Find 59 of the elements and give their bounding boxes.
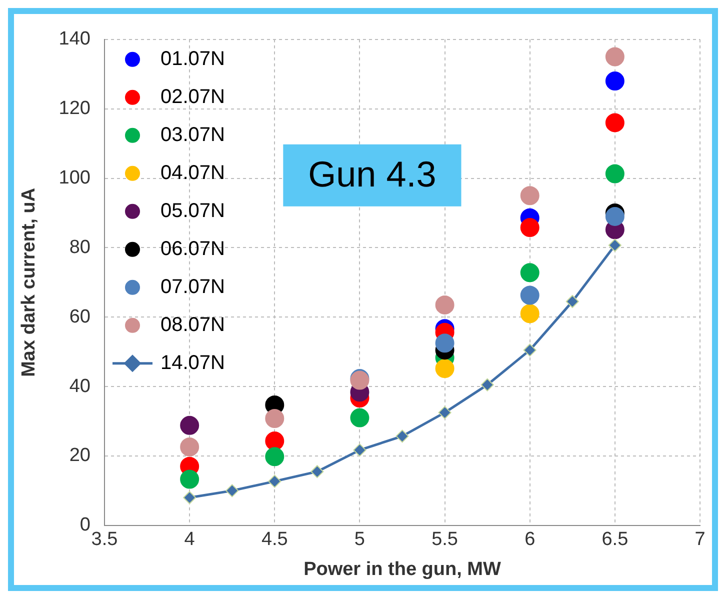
point <box>605 164 624 184</box>
point <box>520 218 540 238</box>
x-tick-label: 5 <box>354 529 366 550</box>
y-tick-label: 140 <box>58 28 90 50</box>
y-tick-label: 120 <box>58 98 90 120</box>
x-tick-label: 6 <box>524 529 536 550</box>
point <box>438 406 452 420</box>
point <box>520 286 540 305</box>
point <box>265 432 284 451</box>
point <box>350 408 370 428</box>
x-tick-label: 4 <box>184 529 196 550</box>
legend-label: 07.07N <box>160 276 225 298</box>
legend-label: 04.07N <box>160 162 225 184</box>
point <box>268 474 282 488</box>
point <box>435 295 454 314</box>
point <box>520 263 540 282</box>
y-tick-label: 20 <box>69 445 90 466</box>
y-tick-label: 60 <box>69 306 90 328</box>
point <box>566 294 579 308</box>
x-tick-label: 6.5 <box>602 529 628 550</box>
point <box>226 484 239 498</box>
point <box>353 444 366 457</box>
y-tick-label: 40 <box>69 376 90 397</box>
legend-label: 05.07N <box>160 200 225 222</box>
point <box>435 334 454 353</box>
x-axis-title: Power in the gun, MW <box>304 558 501 580</box>
point <box>180 470 200 489</box>
point <box>180 437 200 456</box>
y-tick-label: 0 <box>80 514 90 536</box>
point <box>180 416 200 435</box>
point <box>265 447 284 466</box>
point <box>265 408 284 428</box>
legend-label: 06.07N <box>160 238 225 260</box>
legend-label: 03.07N <box>160 124 225 146</box>
y-tick-label: 100 <box>58 167 90 188</box>
legend-label: 14.07N <box>160 352 225 374</box>
legend-label: 08.07N <box>160 314 225 336</box>
point <box>608 238 622 252</box>
legend-label: 02.07N <box>160 86 225 108</box>
point <box>480 378 494 392</box>
point <box>310 465 324 478</box>
point <box>605 206 624 226</box>
x-tick-label: 5.5 <box>432 529 458 550</box>
point <box>520 304 540 324</box>
point <box>523 344 536 357</box>
y-tick-label: 80 <box>69 236 90 258</box>
x-tick-label: 7 <box>694 529 706 550</box>
point <box>435 358 454 378</box>
point <box>605 113 624 132</box>
legend-label: 01.07N <box>160 48 225 70</box>
point <box>605 47 624 66</box>
point <box>520 186 540 206</box>
y-axis-title: Max dark current, uA <box>18 188 40 377</box>
x-tick-label: 4.5 <box>261 529 288 550</box>
x-tick-label: 3.5 <box>91 529 118 550</box>
point <box>396 430 409 443</box>
annotation: Gun 4.3 <box>308 153 436 194</box>
point <box>605 72 624 91</box>
point <box>183 491 196 504</box>
